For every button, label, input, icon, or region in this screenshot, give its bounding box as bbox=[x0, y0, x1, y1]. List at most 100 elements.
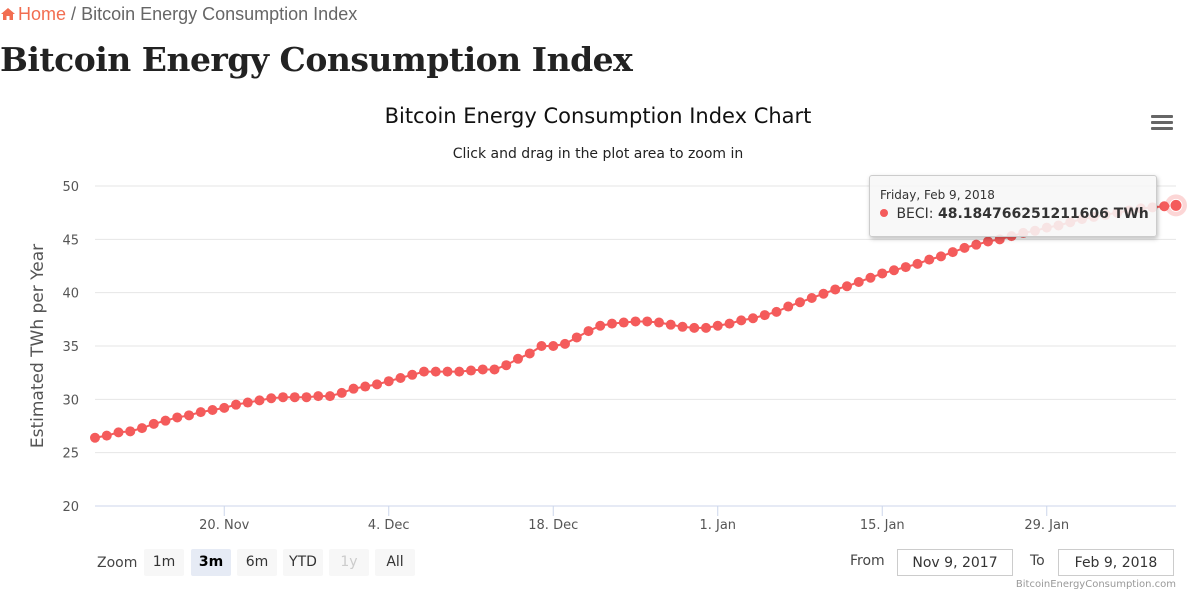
data-point[interactable] bbox=[278, 392, 288, 403]
data-point[interactable] bbox=[712, 320, 723, 331]
zoom-label: Zoom bbox=[97, 555, 138, 571]
data-point[interactable] bbox=[759, 310, 770, 321]
data-point[interactable] bbox=[90, 432, 100, 443]
data-point[interactable] bbox=[1159, 201, 1170, 212]
y-tick-label: 30 bbox=[62, 393, 79, 408]
data-point[interactable] bbox=[771, 306, 782, 317]
data-point[interactable] bbox=[313, 391, 324, 402]
data-point[interactable] bbox=[195, 407, 206, 418]
data-point[interactable] bbox=[125, 426, 136, 437]
series-marker-icon bbox=[880, 209, 888, 217]
data-point[interactable] bbox=[1169, 198, 1183, 212]
data-point[interactable] bbox=[900, 262, 911, 273]
data-point[interactable] bbox=[736, 315, 747, 326]
data-point[interactable] bbox=[325, 391, 335, 402]
data-point[interactable] bbox=[571, 332, 582, 343]
data-point[interactable] bbox=[113, 427, 124, 438]
data-point[interactable] bbox=[430, 366, 441, 377]
data-point[interactable] bbox=[501, 360, 512, 371]
data-point[interactable] bbox=[618, 317, 629, 328]
zoom-3m-button[interactable]: 3m bbox=[191, 549, 231, 576]
data-point[interactable] bbox=[654, 317, 664, 328]
data-point[interactable] bbox=[677, 321, 688, 332]
data-point[interactable] bbox=[795, 297, 805, 308]
data-point[interactable] bbox=[607, 318, 617, 329]
data-point[interactable] bbox=[383, 376, 394, 387]
data-point[interactable] bbox=[137, 423, 147, 434]
data-point[interactable] bbox=[442, 366, 453, 377]
zoom-1m-button[interactable]: 1m bbox=[144, 549, 184, 576]
data-point[interactable] bbox=[724, 318, 735, 329]
to-label: To bbox=[1030, 553, 1045, 569]
data-point[interactable] bbox=[583, 326, 594, 337]
data-point[interactable] bbox=[360, 381, 371, 392]
data-point[interactable] bbox=[207, 405, 218, 415]
data-point[interactable] bbox=[524, 348, 535, 359]
data-point[interactable] bbox=[701, 322, 711, 333]
data-point[interactable] bbox=[231, 399, 241, 410]
data-point[interactable] bbox=[665, 319, 676, 330]
data-point[interactable] bbox=[912, 258, 923, 269]
data-point[interactable] bbox=[172, 412, 183, 423]
data-point[interactable] bbox=[289, 392, 300, 403]
data-point[interactable] bbox=[947, 247, 958, 258]
data-point[interactable] bbox=[865, 272, 876, 283]
data-point[interactable] bbox=[266, 393, 277, 404]
data-point[interactable] bbox=[372, 379, 382, 390]
data-point[interactable] bbox=[595, 320, 606, 331]
data-point[interactable] bbox=[853, 277, 864, 287]
data-point[interactable] bbox=[477, 364, 488, 375]
data-point[interactable] bbox=[889, 265, 899, 276]
data-point[interactable] bbox=[466, 365, 476, 376]
data-point[interactable] bbox=[336, 387, 347, 398]
breadcrumb-separator: / bbox=[71, 4, 77, 24]
zoom-6m-button[interactable]: 6m bbox=[237, 549, 277, 576]
to-date-input[interactable] bbox=[1058, 549, 1174, 576]
data-point[interactable] bbox=[548, 341, 559, 351]
data-point[interactable] bbox=[818, 288, 829, 299]
data-point[interactable] bbox=[407, 369, 418, 380]
data-point[interactable] bbox=[936, 251, 946, 262]
data-point[interactable] bbox=[395, 373, 406, 383]
y-tick-label: 35 bbox=[62, 340, 79, 355]
data-point[interactable] bbox=[971, 239, 982, 250]
data-point[interactable] bbox=[419, 366, 429, 377]
zoom-all-button[interactable]: All bbox=[375, 549, 415, 576]
data-point[interactable] bbox=[806, 293, 817, 303]
data-point[interactable] bbox=[536, 341, 547, 351]
data-point[interactable] bbox=[160, 415, 171, 426]
zoom-1y-button: 1y bbox=[329, 549, 369, 576]
data-point[interactable] bbox=[301, 392, 312, 403]
hamburger-menu-icon[interactable] bbox=[1148, 112, 1176, 134]
breadcrumb-home-link[interactable]: Home bbox=[0, 4, 66, 24]
data-point[interactable] bbox=[642, 316, 653, 327]
data-point[interactable] bbox=[748, 313, 758, 324]
data-point[interactable] bbox=[148, 418, 159, 429]
tooltip-date: Friday, Feb 9, 2018 bbox=[880, 188, 995, 202]
data-point[interactable] bbox=[348, 383, 359, 394]
data-point[interactable] bbox=[101, 430, 112, 441]
data-point[interactable] bbox=[877, 268, 888, 279]
data-point[interactable] bbox=[830, 284, 841, 295]
data-point[interactable] bbox=[254, 395, 265, 406]
data-point[interactable] bbox=[630, 316, 641, 327]
data-point[interactable] bbox=[689, 322, 700, 333]
chart-title: Bitcoin Energy Consumption Index Chart bbox=[384, 104, 812, 128]
from-date-input[interactable] bbox=[897, 549, 1013, 576]
zoom-ytd-button[interactable]: YTD bbox=[283, 549, 323, 576]
data-point[interactable] bbox=[184, 410, 194, 421]
data-point[interactable] bbox=[513, 353, 523, 364]
data-point[interactable] bbox=[783, 301, 794, 312]
data-point[interactable] bbox=[242, 397, 253, 408]
data-point[interactable] bbox=[959, 242, 970, 253]
data-point[interactable] bbox=[842, 281, 852, 292]
data-point[interactable] bbox=[924, 254, 935, 265]
y-tick-label: 50 bbox=[62, 180, 79, 195]
data-point[interactable] bbox=[560, 338, 570, 349]
data-point[interactable] bbox=[454, 366, 465, 377]
data-point[interactable] bbox=[489, 364, 500, 375]
data-point[interactable] bbox=[983, 236, 993, 247]
credits-link[interactable]: BitcoinEnergyConsumption.com bbox=[1015, 579, 1176, 590]
data-point[interactable] bbox=[219, 402, 230, 413]
